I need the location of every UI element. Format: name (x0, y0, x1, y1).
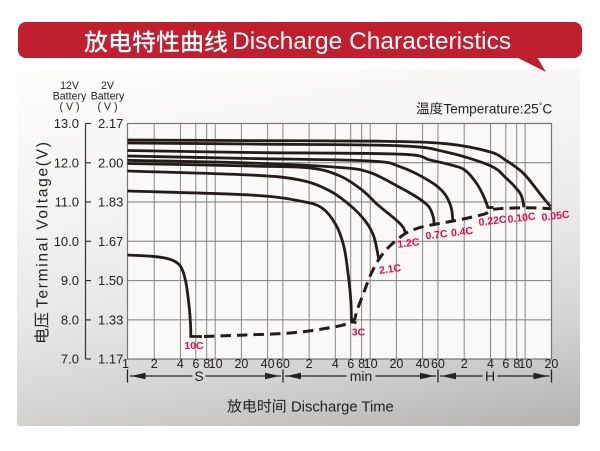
svg-text:min: min (350, 368, 373, 384)
svg-text:1.50: 1.50 (98, 273, 123, 288)
svg-text:10C: 10C (184, 340, 204, 352)
svg-text:0.4C: 0.4C (450, 225, 474, 240)
svg-text:20: 20 (389, 357, 403, 371)
svg-text:Battery: Battery (91, 90, 125, 102)
svg-text:6: 6 (347, 357, 354, 371)
svg-text:1.67: 1.67 (98, 234, 123, 249)
svg-text:10: 10 (364, 357, 378, 371)
svg-text:( V ): ( V ) (59, 101, 79, 113)
svg-text:6: 6 (502, 357, 509, 371)
svg-text:2: 2 (151, 357, 158, 371)
svg-text:40: 40 (416, 357, 430, 371)
svg-text:8: 8 (203, 357, 210, 371)
svg-text:1: 1 (122, 357, 129, 371)
svg-text:8.0: 8.0 (61, 312, 79, 327)
svg-text:2.00: 2.00 (98, 155, 123, 170)
svg-text:2.1C: 2.1C (378, 262, 402, 277)
svg-text:10.0: 10.0 (54, 234, 79, 249)
svg-text:Discharge Time: Discharge Time (291, 400, 394, 416)
svg-text:8: 8 (358, 357, 365, 371)
svg-text:2.17: 2.17 (98, 116, 123, 131)
svg-text:11.0: 11.0 (55, 195, 79, 210)
svg-text:Discharge Characteristics: Discharge Characteristics (232, 28, 511, 55)
svg-text:10: 10 (209, 357, 223, 371)
svg-text:4: 4 (487, 357, 494, 371)
svg-text:Terminal Voltage(V): Terminal Voltage(V) (35, 140, 52, 308)
svg-text:2: 2 (461, 357, 468, 371)
svg-text:1.17: 1.17 (98, 352, 123, 367)
svg-text:9.0: 9.0 (61, 273, 79, 288)
svg-text:0.05C: 0.05C (541, 209, 571, 224)
svg-text:8: 8 (513, 357, 520, 371)
svg-text:S: S (194, 368, 203, 384)
svg-text:12V: 12V (60, 80, 80, 92)
svg-text:1.83: 1.83 (98, 195, 123, 210)
svg-text:0.22C: 0.22C (478, 213, 508, 228)
svg-text:1.2C: 1.2C (397, 236, 421, 251)
svg-text:60: 60 (276, 357, 290, 371)
svg-text:7.0: 7.0 (61, 352, 79, 367)
svg-text:( V ): ( V ) (97, 101, 117, 113)
svg-text:0.7C: 0.7C (425, 228, 449, 243)
svg-text:6: 6 (192, 357, 199, 371)
svg-text:12.0: 12.0 (54, 155, 79, 170)
svg-text:13.0: 13.0 (54, 116, 79, 131)
svg-text:H: H (485, 368, 495, 384)
svg-text:40: 40 (261, 357, 275, 371)
svg-text:Battery: Battery (53, 90, 87, 102)
svg-text:20: 20 (544, 357, 558, 371)
svg-text:2V: 2V (101, 80, 115, 92)
svg-text:10: 10 (519, 357, 533, 371)
svg-text:4: 4 (332, 357, 339, 371)
svg-text:20: 20 (234, 357, 248, 371)
svg-text:60: 60 (431, 357, 445, 371)
svg-text:Temperature:25°C: Temperature:25°C (444, 101, 553, 117)
svg-text:4: 4 (177, 357, 184, 371)
svg-text:0.10C: 0.10C (507, 210, 537, 225)
svg-text:3C: 3C (352, 327, 366, 339)
svg-text:1.33: 1.33 (98, 312, 123, 327)
svg-text:2: 2 (306, 357, 313, 371)
